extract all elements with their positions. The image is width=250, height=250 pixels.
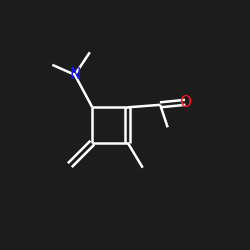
Text: O: O <box>179 95 191 110</box>
Text: N: N <box>69 67 80 82</box>
